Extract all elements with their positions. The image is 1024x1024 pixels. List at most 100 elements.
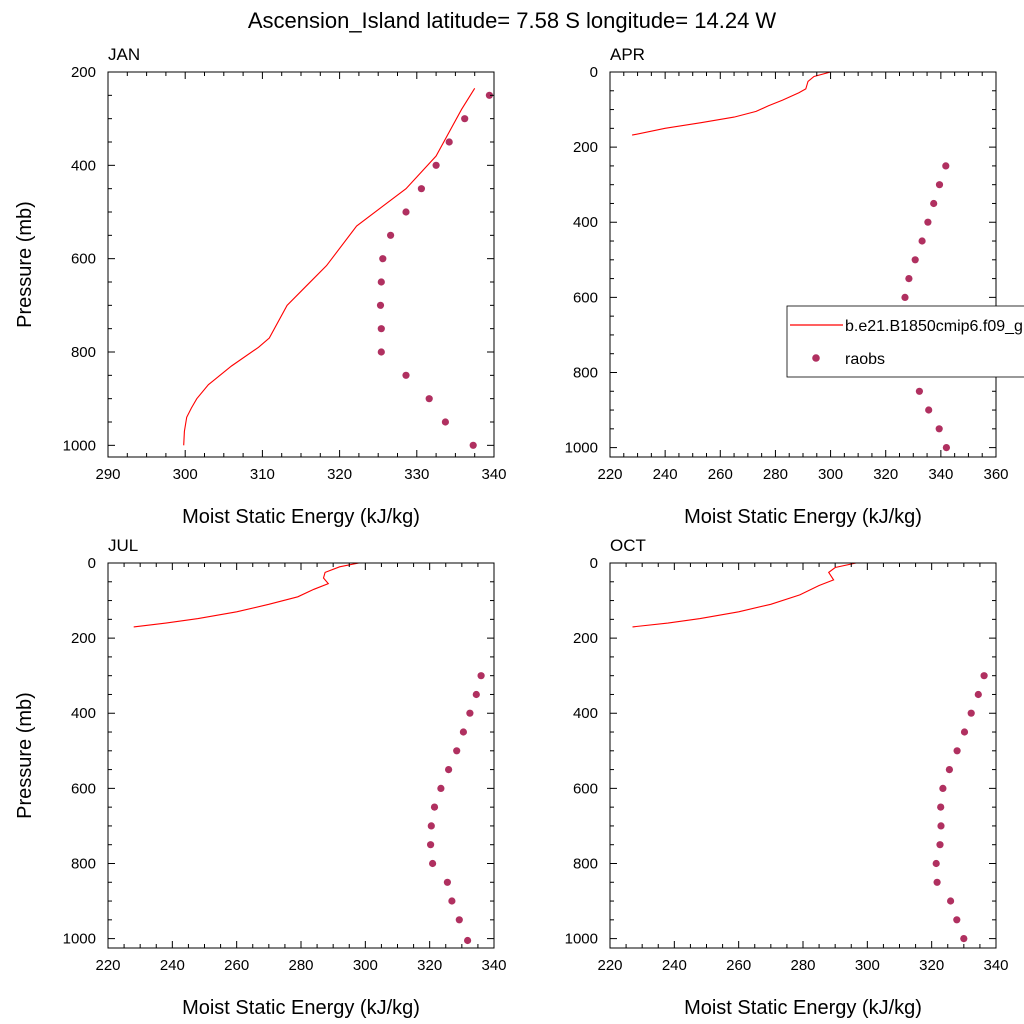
x-tick-label: 320: [417, 957, 442, 974]
raobs-point: [924, 218, 932, 226]
raobs-point: [445, 766, 453, 774]
x-tick-label: 240: [653, 466, 678, 483]
raobs-point: [901, 293, 909, 301]
x-tick-label: 310: [250, 466, 275, 483]
y-tick-label: 400: [573, 214, 598, 231]
legend-raobs-marker: [812, 354, 820, 362]
raobs-point: [376, 301, 385, 309]
x-tick-label: 330: [404, 466, 429, 483]
raobs-point: [464, 936, 472, 945]
panel-label: APR: [610, 45, 645, 64]
series-line-model: [183, 88, 476, 446]
raobs-point: [445, 138, 453, 146]
raobs-point: [443, 878, 451, 886]
legend-model-label: b.e21.B1850cmip6.f09_g17.0001: [845, 318, 1024, 335]
y-tick-label: 600: [573, 780, 598, 797]
panel-apr: 220 240 260 280 300 320 340 360 0 200 400 600 800 100…: [565, 45, 1009, 528]
y-axis-label: Pressure (mb): [14, 692, 36, 819]
raobs-point: [935, 425, 943, 433]
raobs-point: [377, 325, 385, 333]
y-tick-label: 0: [590, 64, 598, 81]
raobs-point: [466, 709, 474, 717]
y-tick-label: 200: [71, 64, 96, 81]
x-tick-label: 240: [160, 957, 185, 974]
raobs-point: [477, 672, 485, 680]
raobs-point: [402, 371, 410, 379]
x-tick-label: 280: [790, 957, 815, 974]
series-line-model: [133, 563, 360, 628]
y-tick-label: 0: [88, 555, 96, 572]
raobs-point: [930, 199, 938, 208]
plot-frame: [107, 71, 495, 458]
y-tick-label: 800: [573, 855, 598, 872]
x-tick-label: 340: [481, 957, 506, 974]
y-tick-label: 600: [71, 251, 96, 268]
x-tick-label: 260: [224, 957, 249, 974]
y-tick-label: 1000: [565, 931, 598, 948]
raobs-point: [905, 275, 913, 283]
figure-title: Ascension_Island latitude= 7.58 S longit…: [248, 8, 777, 33]
raobs-point: [429, 859, 437, 868]
x-axis-label: Moist Static Energy (kJ/kg): [684, 506, 922, 528]
raobs-point: [485, 91, 493, 99]
raobs-point: [942, 162, 950, 170]
x-tick-label: 320: [873, 466, 898, 483]
raobs-point: [911, 256, 919, 264]
raobs-point: [377, 278, 385, 286]
y-tick-label: 600: [573, 289, 598, 306]
x-axis-label: Moist Static Energy (kJ/kg): [182, 506, 420, 528]
raobs-point: [402, 208, 410, 216]
legend-raobs-label: raobs: [845, 351, 885, 368]
panel-label: JAN: [108, 45, 140, 64]
x-tick-label: 300: [173, 466, 198, 483]
raobs-point: [974, 690, 982, 699]
x-tick-label: 340: [481, 466, 506, 483]
raobs-point: [432, 161, 440, 169]
x-tick-label: 320: [327, 466, 352, 483]
raobs-point: [441, 418, 449, 426]
panel-label: JUL: [108, 536, 138, 555]
x-tick-label: 320: [919, 957, 944, 974]
raobs-point: [915, 387, 924, 395]
raobs-point: [437, 784, 445, 793]
raobs-point: [427, 841, 435, 849]
x-axis-label: Moist Static Energy (kJ/kg): [684, 997, 922, 1019]
raobs-point: [936, 841, 944, 849]
raobs-point: [455, 916, 463, 924]
plot-frame: [107, 562, 495, 949]
x-tick-label: 260: [726, 957, 751, 974]
x-tick-label: 300: [855, 957, 880, 974]
x-tick-label: 220: [597, 957, 622, 974]
raobs-point: [967, 709, 975, 717]
y-tick-label: 800: [71, 855, 96, 872]
raobs-point: [945, 766, 954, 774]
series-line-model: [631, 72, 831, 136]
x-axis-label: Moist Static Energy (kJ/kg): [182, 997, 420, 1019]
x-tick-label: 290: [95, 466, 120, 483]
raobs-point: [459, 728, 467, 736]
raobs-point: [430, 803, 439, 811]
raobs-point: [417, 185, 425, 193]
series-line-model: [632, 563, 857, 628]
raobs-point: [960, 728, 969, 736]
raobs-point: [377, 348, 385, 356]
raobs-point: [935, 181, 944, 189]
panel-oct: 220 240 260 280 300 320 340 0 200 400 600 800 1000 OC…: [565, 536, 1009, 1019]
panel-label: OCT: [610, 536, 646, 555]
raobs-point: [933, 878, 941, 886]
y-tick-label: 1000: [565, 440, 598, 457]
raobs-point: [425, 395, 433, 403]
x-tick-label: 340: [983, 957, 1008, 974]
raobs-point: [937, 803, 945, 811]
x-tick-label: 220: [597, 466, 622, 483]
raobs-point: [925, 406, 933, 414]
x-tick-label: 360: [983, 466, 1008, 483]
raobs-point: [947, 897, 955, 905]
y-tick-label: 800: [71, 344, 96, 361]
y-tick-label: 1000: [63, 437, 96, 454]
x-tick-label: 340: [928, 466, 953, 483]
y-tick-label: 400: [71, 157, 96, 174]
y-tick-label: 600: [71, 780, 96, 797]
raobs-point: [918, 237, 926, 245]
